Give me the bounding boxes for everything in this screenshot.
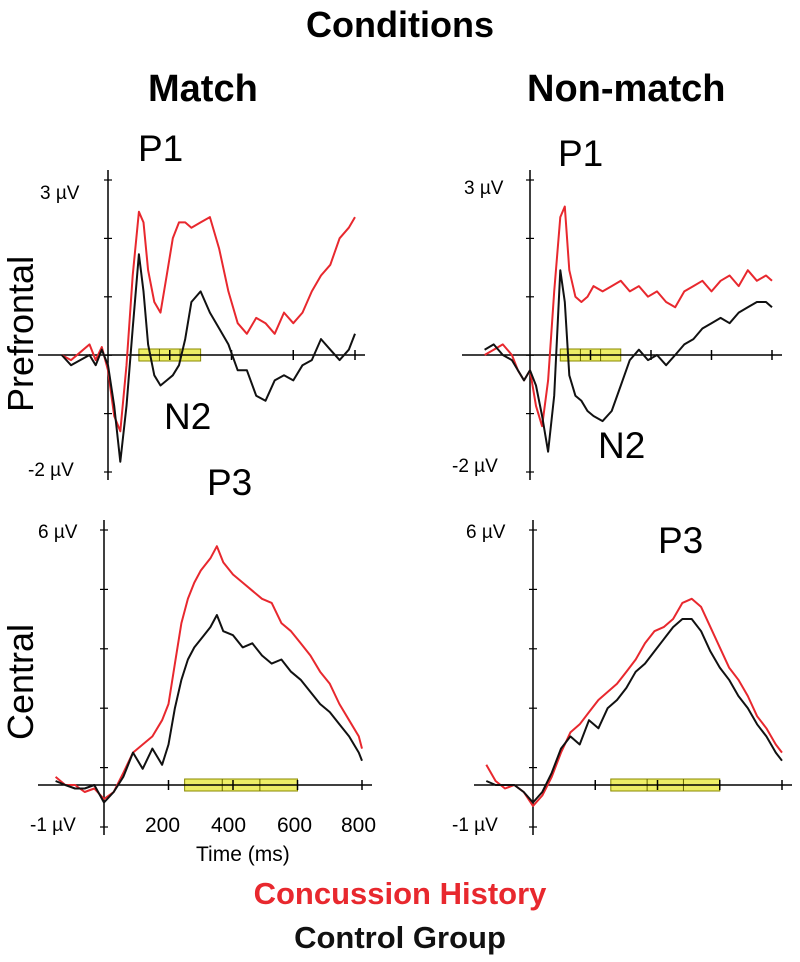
ytick-bottom-match-central: -1 µV	[30, 815, 76, 836]
ytick-top-match-central: 6 µV	[38, 522, 78, 543]
series-line-match-prefrontal-concussion	[61, 210, 356, 433]
xtick-label-400: 400	[211, 814, 247, 837]
series-line-nonmatch-prefrontal-control	[484, 269, 773, 453]
legend-concussion-history: Concussion History	[253, 876, 547, 911]
ytick-top-match-prefrontal: 3 µV	[40, 183, 80, 204]
peak-label-n2-nonmatch: N2	[598, 425, 646, 466]
ytick-top-nonmatch-central: 6 µV	[466, 522, 506, 543]
ytick-bottom-match-prefrontal: -2 µV	[28, 460, 74, 481]
column-label-nonmatch: Non-match	[527, 68, 726, 110]
x-axis-label: Time (ms)	[196, 843, 290, 866]
peak-label-p3-match: P3	[207, 462, 253, 503]
xtick-label-800: 800	[341, 814, 377, 837]
ytick-bottom-nonmatch-prefrontal: -2 µV	[452, 456, 498, 477]
ytick-bottom-nonmatch-central: -1 µV	[452, 815, 498, 836]
series-line-nonmatch-central-control	[485, 618, 783, 804]
series-line-match-central-control	[55, 614, 363, 804]
column-label-match: Match	[148, 68, 258, 110]
series-line-nonmatch-central-concussion	[485, 597, 783, 807]
series-line-match-prefrontal-control	[60, 253, 356, 463]
peak-label-p3-nonmatch: P3	[658, 520, 704, 561]
peak-label-p1-match: P1	[138, 128, 184, 169]
peak-label-p1-nonmatch: P1	[558, 133, 604, 174]
xtick-label-600: 600	[277, 814, 313, 837]
figure-title: Conditions	[306, 4, 494, 45]
ytick-top-nonmatch-prefrontal: 3 µV	[464, 178, 504, 199]
series-line-nonmatch-prefrontal-concussion	[484, 205, 773, 428]
xtick-label-200: 200	[145, 814, 181, 837]
series-line-match-central-concussion	[54, 545, 363, 800]
legend-control-group: Control Group	[294, 920, 506, 955]
peak-label-n2-match: N2	[164, 396, 212, 437]
